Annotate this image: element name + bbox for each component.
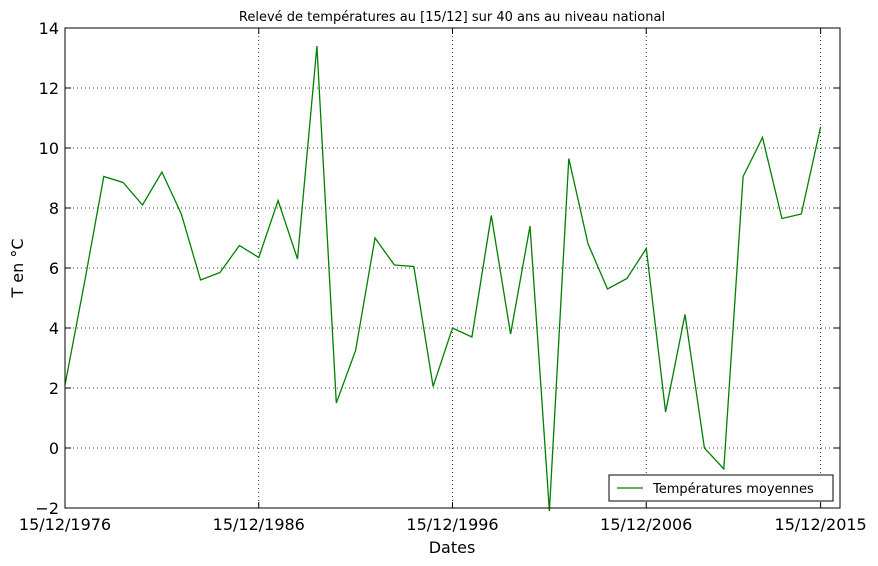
x-tick-label: 15/12/2015 — [775, 515, 867, 534]
y-tick-label: −2 — [35, 499, 59, 518]
y-tick-labels: −2 0 2 4 6 8 10 12 14 — [35, 19, 59, 518]
tick-marks — [64, 27, 840, 509]
x-tick-label: 15/12/2006 — [600, 515, 692, 534]
x-tick-label: 15/12/1986 — [213, 515, 305, 534]
y-tick-label: 6 — [49, 259, 59, 278]
x-tick-label: 15/12/1976 — [19, 515, 111, 534]
y-axis-label: T en °C — [8, 238, 27, 298]
y-tick-label: 0 — [49, 439, 59, 458]
y-tick-label: 2 — [49, 379, 59, 398]
legend-label: Températures moyennes — [652, 482, 814, 497]
y-tick-label: 12 — [39, 79, 59, 98]
x-tick-labels: 15/12/1976 15/12/1986 15/12/1996 15/12/2006… — [19, 515, 867, 534]
y-tick-label: 14 — [39, 19, 59, 38]
legend-box — [608, 474, 834, 502]
series-line — [64, 45, 822, 512]
legend: Températures moyennes — [608, 474, 834, 502]
series-layer — [64, 45, 822, 512]
x-axis-label: Dates — [429, 538, 476, 557]
grid-lines — [64, 27, 840, 509]
chart-title: Relevé de températures au [15/12] sur 40… — [239, 10, 665, 25]
y-tick-label: 10 — [39, 139, 59, 158]
x-tick-label: 15/12/1996 — [406, 515, 498, 534]
y-tick-label: 8 — [49, 199, 59, 218]
y-tick-label: 4 — [49, 319, 59, 338]
